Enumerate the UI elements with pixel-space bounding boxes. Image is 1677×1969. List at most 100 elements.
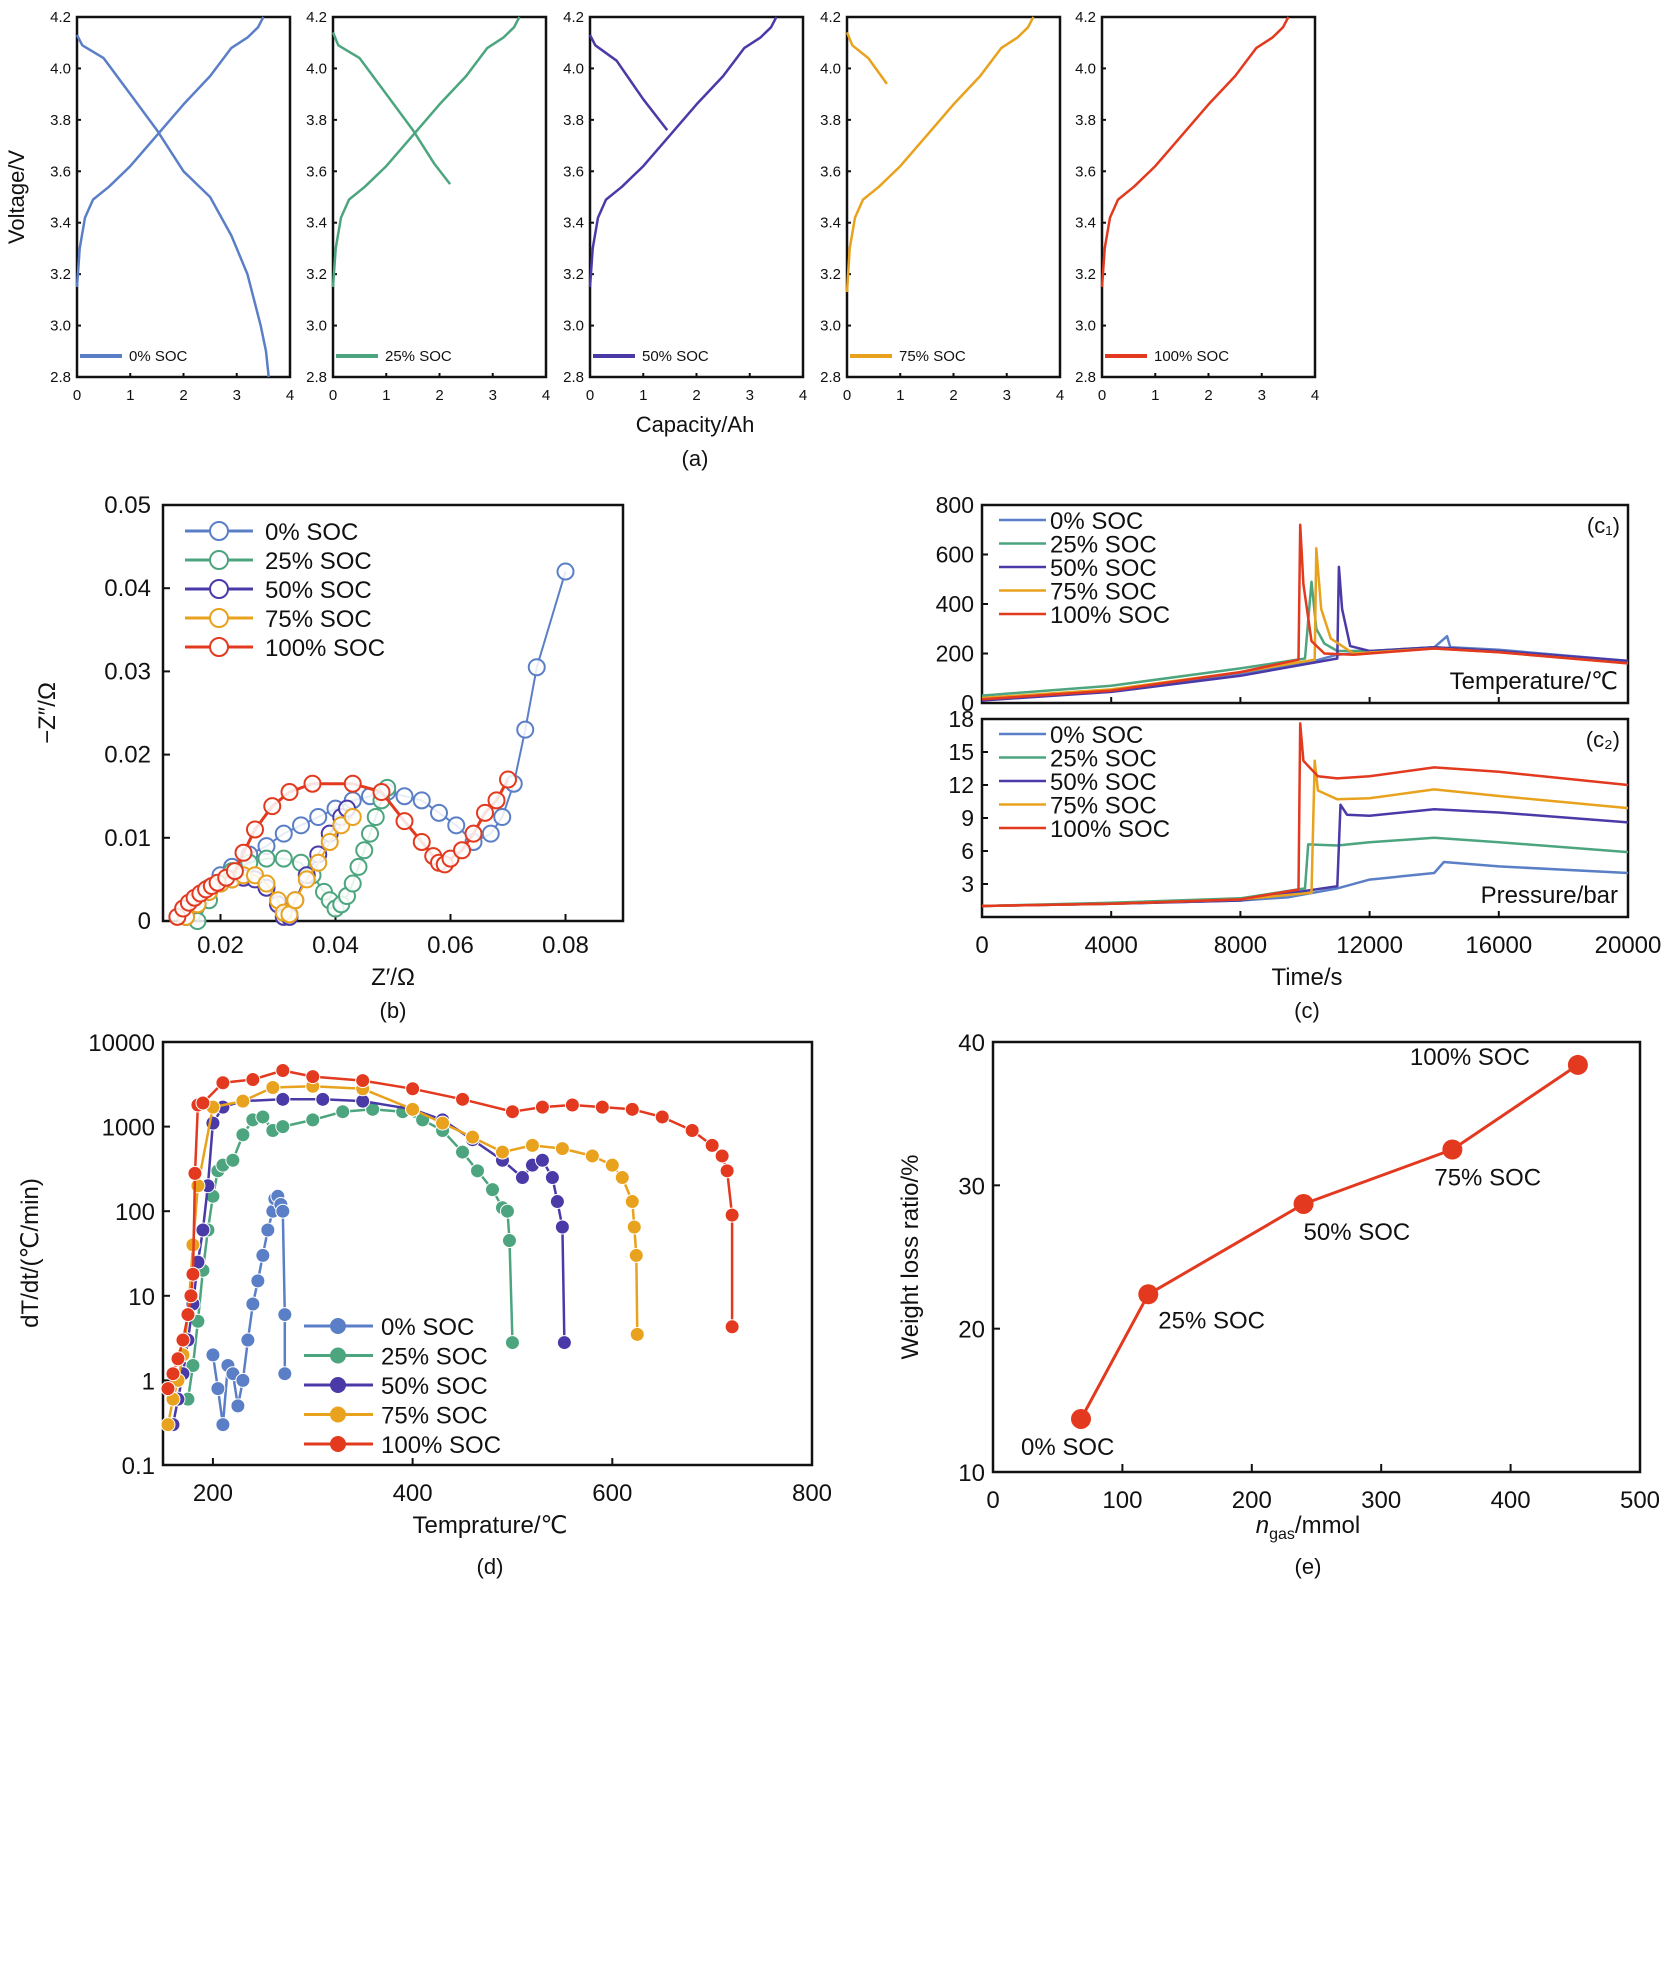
data-point xyxy=(297,870,316,889)
y-tick-label: 3.2 xyxy=(820,266,841,283)
panel-d: 0.1 1 10 100 1000 10000 200 400 600 800 0% SOC 25% … xyxy=(17,1030,832,1579)
x-tick-label: 3 xyxy=(1258,387,1266,404)
data-point xyxy=(275,1091,291,1107)
data-point xyxy=(215,1075,231,1091)
y-tick-label: 9 xyxy=(961,805,974,831)
inset-label: Pressure/bar xyxy=(1481,882,1618,909)
legend-label: 50% SOC xyxy=(265,577,372,604)
legend-label: 0% SOC xyxy=(1050,508,1143,535)
y-tick-label: 4.0 xyxy=(820,60,841,77)
charge-curve xyxy=(845,16,1035,293)
point-label: 50% SOC xyxy=(1304,1219,1411,1246)
x-tick-label: 0.04 xyxy=(312,932,359,959)
data-point xyxy=(501,1233,517,1249)
y-tick-label: 0.05 xyxy=(104,492,151,519)
y-tick-label: 3.0 xyxy=(820,318,841,335)
data-point xyxy=(255,1109,271,1125)
x-tick-label: 100 xyxy=(1102,1487,1142,1514)
data-point xyxy=(185,1266,201,1282)
x-tick-label: 4 xyxy=(799,387,807,404)
data-point xyxy=(205,1347,221,1363)
legend-marker xyxy=(330,1377,346,1393)
data-point xyxy=(250,1273,266,1289)
x-tick-label: 3 xyxy=(746,387,754,404)
data-point xyxy=(215,1417,231,1433)
data-point xyxy=(265,1079,281,1095)
data-point xyxy=(684,1122,700,1138)
x-tick-label: 300 xyxy=(1361,1487,1401,1514)
data-point xyxy=(255,1247,271,1263)
data-point xyxy=(280,783,299,802)
y-tick-label: 3.6 xyxy=(50,163,71,180)
discharge-curve xyxy=(75,34,270,378)
legend-marker xyxy=(330,1406,346,1423)
y-tick-label: 3.8 xyxy=(820,112,841,129)
data-point xyxy=(277,1307,293,1323)
y-tick-label: 4.0 xyxy=(563,60,584,77)
x-tick-label: 3 xyxy=(489,387,497,404)
data-point xyxy=(225,862,244,881)
x-tick-label: 200 xyxy=(193,1480,233,1507)
y-tick-label: 10000 xyxy=(88,1030,155,1057)
data-point xyxy=(405,1101,421,1117)
data-point xyxy=(504,1335,520,1351)
point-label: 0% SOC xyxy=(1021,1434,1114,1461)
data-point xyxy=(430,803,448,822)
data-point xyxy=(564,1097,580,1113)
y-tick-label: 3.0 xyxy=(306,318,327,335)
data-point xyxy=(395,812,414,831)
x-tick-label: 1 xyxy=(896,387,904,404)
x-axis-label-unit: /mmol xyxy=(1295,1512,1360,1539)
y-tick-label: 0 xyxy=(961,690,974,716)
data-point xyxy=(714,1148,730,1164)
data-point xyxy=(343,874,362,893)
x-tick-label: 2 xyxy=(1204,387,1212,404)
data-point xyxy=(343,808,362,826)
data-point xyxy=(549,1194,565,1210)
y-tick-label: 3 xyxy=(961,871,974,897)
x-axis-label: Capacity/Ah xyxy=(636,412,755,437)
x-tick-label: 0.06 xyxy=(427,932,474,959)
data-point xyxy=(195,1222,211,1238)
data-point xyxy=(724,1319,740,1335)
y-tick-label: 3.4 xyxy=(820,215,841,232)
legend-label: 25% SOC xyxy=(265,548,372,575)
legend-label: 25% SOC xyxy=(1050,746,1157,773)
data-point xyxy=(604,1157,620,1173)
data-point xyxy=(527,658,546,677)
data-point xyxy=(275,1203,291,1219)
y-tick-label: 3.8 xyxy=(1075,112,1096,129)
data-point xyxy=(320,832,339,851)
data-point xyxy=(234,843,253,862)
data-point xyxy=(160,1417,176,1433)
data-point xyxy=(629,1326,645,1342)
caption: (b) xyxy=(380,998,407,1023)
x-tick-label: 3 xyxy=(233,387,241,404)
panel-label: (c₁) xyxy=(1587,513,1620,538)
x-tick-label: 1 xyxy=(1151,387,1159,404)
data-point xyxy=(1138,1284,1159,1305)
x-tick-label: 0 xyxy=(843,387,851,404)
legend-label: 25% SOC xyxy=(381,1344,488,1371)
y-tick-label: 3.6 xyxy=(820,163,841,180)
y-tick-label: 2.8 xyxy=(1075,369,1096,386)
legend-marker xyxy=(209,579,229,599)
panel-c2: 3 6 9 12 15 18 0 4000 8000 12000 16000 20000 0% SOC2… xyxy=(948,706,1661,1023)
data-point xyxy=(412,791,431,810)
data-point xyxy=(534,1152,550,1168)
x-axis-label-sub: gas xyxy=(1269,1526,1295,1543)
data-point xyxy=(499,770,517,789)
legend-marker xyxy=(330,1318,346,1334)
y-tick-label: 3.4 xyxy=(563,215,584,232)
x-axis-label: Time/s xyxy=(1271,964,1342,991)
data-point xyxy=(274,824,293,843)
charge-curve xyxy=(588,16,778,288)
y-tick-label: 0.03 xyxy=(104,658,151,685)
y-tick-label: 12 xyxy=(948,772,974,798)
subplot-frame xyxy=(75,15,292,379)
y-tick-label: 4.2 xyxy=(1075,9,1096,26)
data-point xyxy=(1442,1139,1463,1160)
x-tick-label: 16000 xyxy=(1465,932,1532,959)
data-point xyxy=(246,820,264,839)
